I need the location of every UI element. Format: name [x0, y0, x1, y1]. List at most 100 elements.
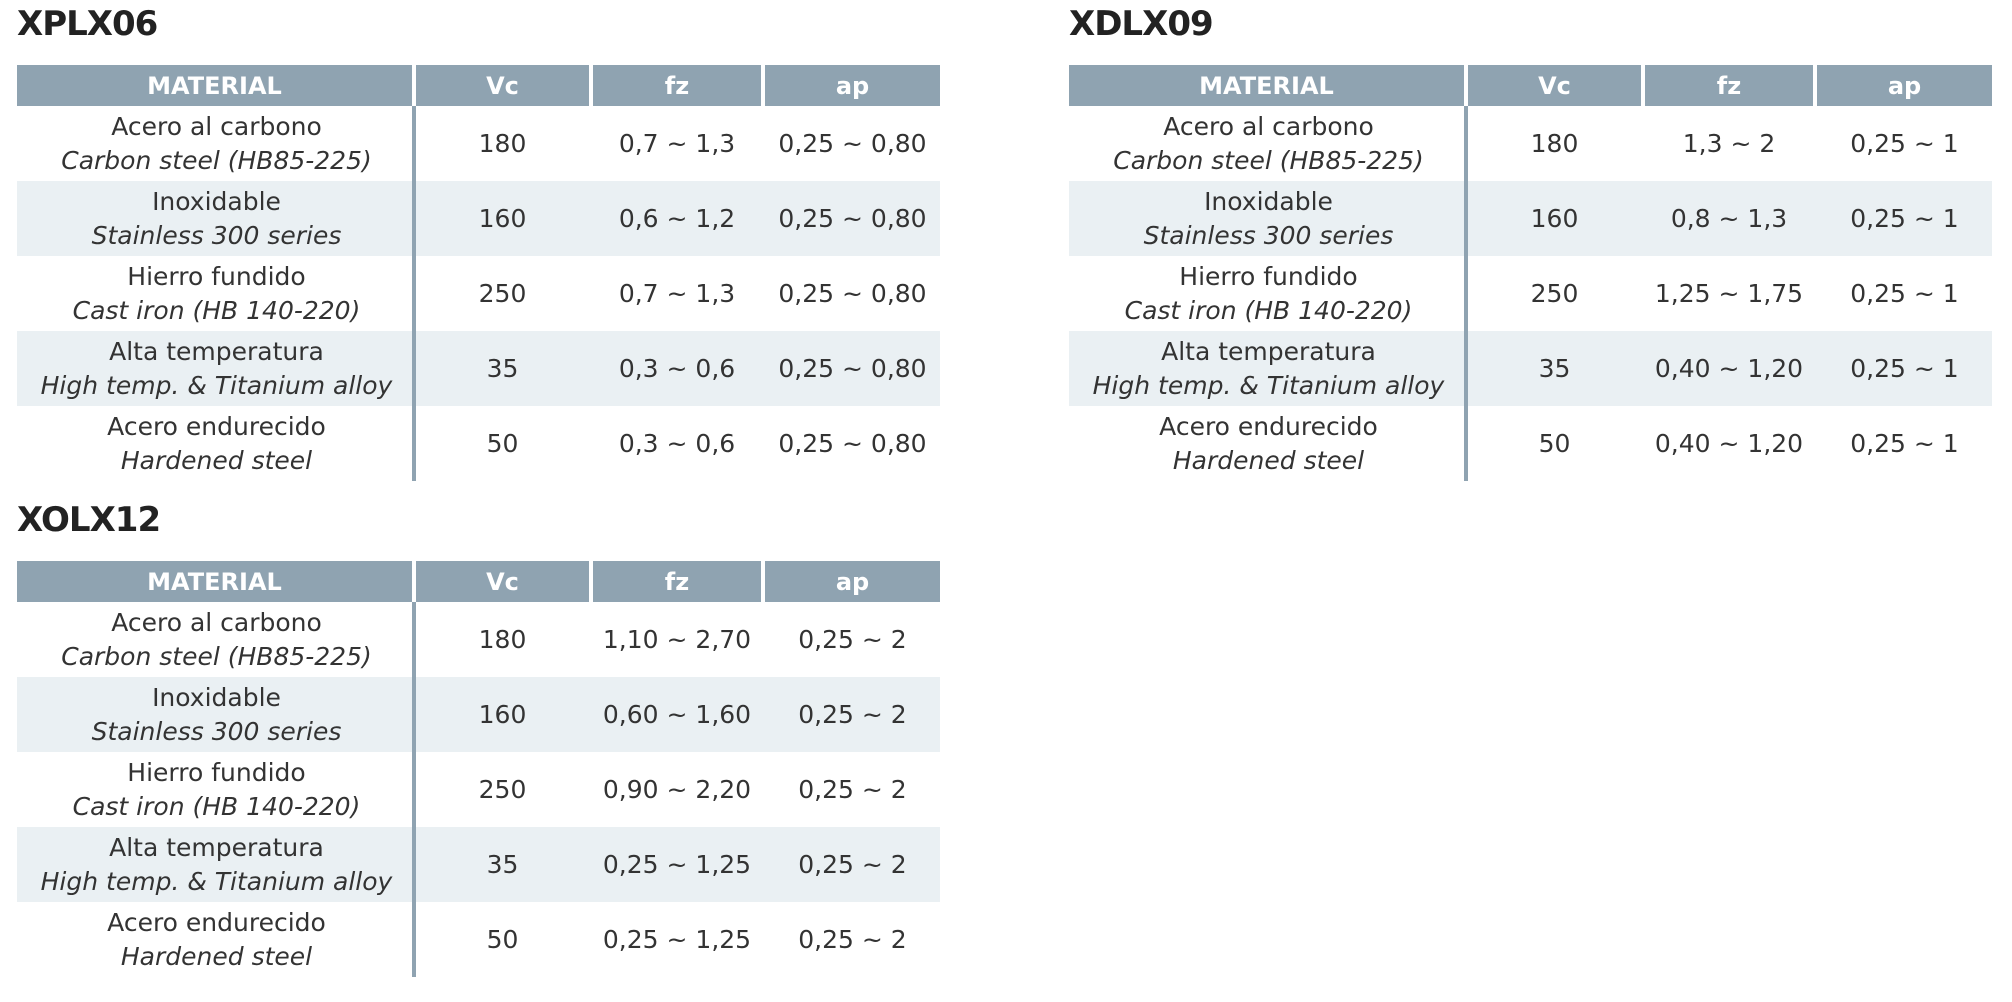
- header-cell: MATERIAL: [17, 561, 412, 602]
- row-stripe: [17, 181, 940, 256]
- material-en: Carbon steel (HB85-225): [61, 145, 372, 175]
- material-es: Acero al carbono: [1163, 111, 1374, 141]
- material-es: Inoxidable: [1204, 186, 1333, 216]
- value-cell: 50: [1538, 428, 1571, 458]
- material-cell: Alta temperatura High temp. & Titanium al…: [1069, 331, 1468, 406]
- value-cell: 0,8 ~ 1,3: [1670, 203, 1788, 233]
- material-es: Acero al carbono: [111, 111, 322, 141]
- header-cell: fz: [1645, 65, 1813, 106]
- header-cell: MATERIAL: [17, 65, 412, 106]
- value-cell: 35: [486, 353, 519, 383]
- value-cell: 0,7 ~ 1,3: [618, 128, 736, 158]
- value-cell: 0,25 ~ 0,80: [778, 203, 927, 233]
- material-es: Acero al carbono: [111, 607, 322, 637]
- value-cell: 35: [1538, 353, 1571, 383]
- value-cell: 160: [1530, 203, 1579, 233]
- column-divider: [1464, 106, 1468, 481]
- value-cell: 180: [478, 624, 527, 654]
- value-cell: 1,10 ~ 2,70: [602, 624, 752, 654]
- value-cell: 160: [478, 699, 527, 729]
- table-title: XOLX12: [17, 500, 161, 540]
- value-cell: 180: [1530, 128, 1579, 158]
- material-cell: Inoxidable Stainless 300 series: [17, 677, 416, 752]
- value-cell: 250: [478, 278, 527, 308]
- value-cell: 50: [486, 428, 519, 458]
- value-cell: 0,25 ~ 1: [1850, 278, 1959, 308]
- material-en: High temp. & Titanium alloy: [1092, 370, 1445, 400]
- header-cell: ap: [765, 65, 940, 106]
- material-en: Stainless 300 series: [91, 220, 342, 250]
- value-cell: 0,25 ~ 2: [798, 924, 907, 954]
- material-cell: Hierro fundido Cast iron (HB 140-220): [1069, 256, 1468, 331]
- material-es: Inoxidable: [152, 682, 281, 712]
- header-cell: MATERIAL: [1069, 65, 1464, 106]
- header-cell: fz: [593, 65, 761, 106]
- value-cell: 1,3 ~ 2: [1682, 128, 1776, 158]
- value-cell: 0,25 ~ 2: [798, 849, 907, 879]
- material-cell: Acero al carbono Carbon steel (HB85-225): [1069, 106, 1468, 181]
- value-cell: 0,7 ~ 1,3: [618, 278, 736, 308]
- value-cell: 1,25 ~ 1,75: [1654, 278, 1804, 308]
- material-cell: Acero endurecido Hardened steel: [17, 902, 416, 977]
- material-cell: Inoxidable Stainless 300 series: [17, 181, 416, 256]
- value-cell: 0,90 ~ 2,20: [602, 774, 752, 804]
- material-en: Cast iron (HB 140-220): [72, 791, 361, 821]
- value-cell: 0,25 ~ 1: [1850, 428, 1959, 458]
- value-cell: 0,25 ~ 0,80: [778, 353, 927, 383]
- value-cell: 0,25 ~ 0,80: [778, 128, 927, 158]
- material-en: Hardened steel: [120, 445, 313, 475]
- material-en: Hardened steel: [120, 941, 313, 971]
- material-es: Hierro fundido: [127, 757, 306, 787]
- material-cell: Acero endurecido Hardened steel: [1069, 406, 1468, 481]
- value-cell: 0,25 ~ 2: [798, 774, 907, 804]
- material-cell: Hierro fundido Cast iron (HB 140-220): [17, 752, 416, 827]
- material-en: High temp. & Titanium alloy: [40, 866, 393, 896]
- value-cell: 0,40 ~ 1,20: [1654, 428, 1804, 458]
- value-cell: 0,25 ~ 0,80: [778, 278, 927, 308]
- value-cell: 50: [486, 924, 519, 954]
- value-cell: 160: [478, 203, 527, 233]
- value-cell: 0,3 ~ 0,6: [618, 353, 736, 383]
- value-cell: 35: [486, 849, 519, 879]
- row-stripe: [17, 827, 940, 902]
- value-cell: 180: [478, 128, 527, 158]
- material-en: Hardened steel: [1172, 445, 1365, 475]
- material-cell: Inoxidable Stainless 300 series: [1069, 181, 1468, 256]
- header-cell: Vc: [416, 65, 589, 106]
- row-stripe: [17, 677, 940, 752]
- table-title: XDLX09: [1069, 4, 1214, 44]
- material-es: Acero endurecido: [1159, 411, 1378, 441]
- material-es: Inoxidable: [152, 186, 281, 216]
- value-cell: 0,40 ~ 1,20: [1654, 353, 1804, 383]
- value-cell: 0,6 ~ 1,2: [618, 203, 736, 233]
- material-cell: Alta temperatura High temp. & Titanium al…: [17, 331, 416, 406]
- value-cell: 0,25 ~ 1: [1850, 203, 1959, 233]
- value-cell: 0,25 ~ 0,80: [778, 428, 927, 458]
- material-cell: Hierro fundido Cast iron (HB 140-220): [17, 256, 416, 331]
- value-cell: 250: [1530, 278, 1579, 308]
- value-cell: 0,25 ~ 2: [798, 624, 907, 654]
- column-divider: [412, 602, 416, 977]
- material-en: Cast iron (HB 140-220): [1124, 295, 1413, 325]
- material-es: Alta temperatura: [109, 336, 324, 366]
- value-cell: 0,3 ~ 0,6: [618, 428, 736, 458]
- row-stripe: [17, 331, 940, 406]
- value-cell: 250: [478, 774, 527, 804]
- material-en: Stainless 300 series: [91, 716, 342, 746]
- material-es: Hierro fundido: [127, 261, 306, 291]
- material-en: Cast iron (HB 140-220): [72, 295, 361, 325]
- material-es: Acero endurecido: [107, 907, 326, 937]
- table-title: XPLX06: [17, 4, 158, 44]
- material-cell: Acero al carbono Carbon steel (HB85-225): [17, 106, 416, 181]
- material-es: Alta temperatura: [109, 832, 324, 862]
- value-cell: 0,25 ~ 1,25: [602, 924, 752, 954]
- material-en: Stainless 300 series: [1143, 220, 1394, 250]
- material-cell: Acero endurecido Hardened steel: [17, 406, 416, 481]
- header-cell: fz: [593, 561, 761, 602]
- value-cell: 0,25 ~ 1,25: [602, 849, 752, 879]
- material-es: Hierro fundido: [1179, 261, 1358, 291]
- material-en: Carbon steel (HB85-225): [1113, 145, 1424, 175]
- header-cell: ap: [765, 561, 940, 602]
- material-cell: Alta temperatura High temp. & Titanium al…: [17, 827, 416, 902]
